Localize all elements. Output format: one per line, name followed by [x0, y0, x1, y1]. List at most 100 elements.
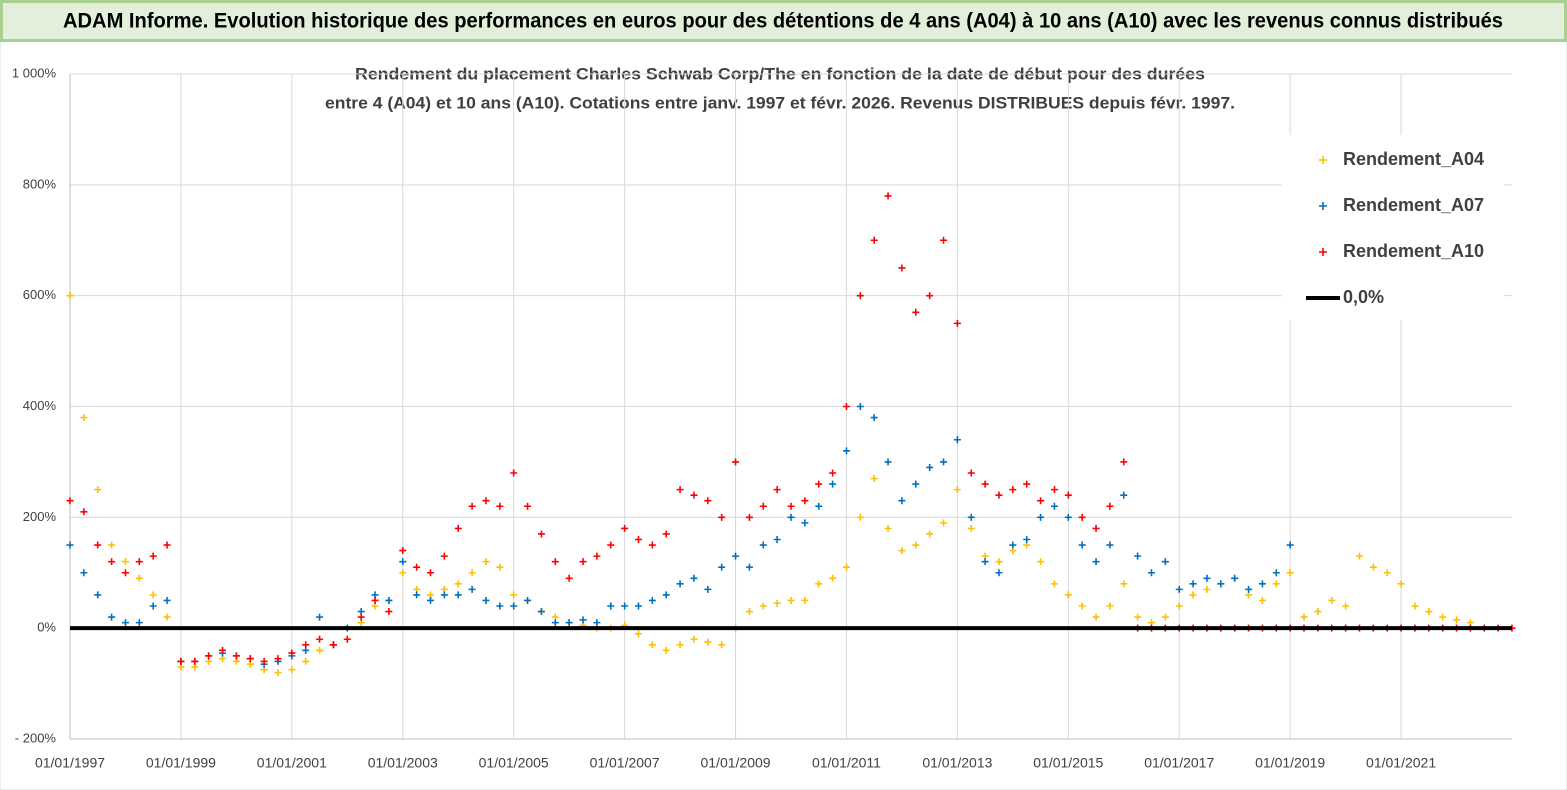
data-point	[329, 641, 337, 649]
data-point	[440, 591, 448, 599]
data-point	[1258, 580, 1266, 588]
data-point	[773, 536, 781, 543]
data-point	[676, 486, 684, 494]
data-point	[773, 599, 781, 607]
data-point	[205, 652, 213, 660]
subtitle-box	[320, 60, 1240, 120]
data-point	[94, 541, 102, 549]
data-point	[468, 585, 476, 593]
legend-label: 0,0%	[1343, 287, 1384, 307]
data-point	[1092, 524, 1100, 532]
legend-label: Rendement_A07	[1343, 195, 1484, 215]
data-point	[440, 552, 448, 560]
data-point	[482, 596, 490, 604]
data-point	[316, 646, 324, 654]
data-point	[676, 580, 684, 588]
data-point	[149, 602, 157, 610]
data-point	[1286, 569, 1294, 577]
data-point	[759, 541, 767, 549]
data-point	[177, 657, 185, 665]
data-point	[1453, 616, 1461, 624]
data-point	[551, 558, 559, 566]
data-point	[676, 641, 684, 649]
data-point	[856, 513, 864, 521]
data-point	[1189, 591, 1197, 599]
data-point	[648, 541, 656, 549]
data-point	[496, 502, 504, 510]
data-point	[1120, 580, 1128, 588]
data-point	[1078, 513, 1086, 521]
data-point	[815, 480, 823, 488]
data-point	[773, 486, 781, 494]
data-point	[634, 630, 642, 638]
data-point	[496, 563, 504, 571]
data-point	[1120, 491, 1128, 499]
y-tick-label: 600%	[23, 287, 57, 302]
data-point	[842, 403, 850, 410]
data-point	[288, 649, 296, 657]
data-point	[842, 563, 850, 571]
data-point	[1300, 613, 1308, 621]
data-point	[787, 502, 795, 510]
data-point	[1189, 580, 1197, 588]
data-point	[815, 502, 823, 510]
data-point	[302, 641, 310, 649]
data-point	[718, 641, 726, 649]
data-point	[856, 292, 864, 300]
data-point	[427, 596, 434, 604]
data-point	[745, 513, 753, 521]
data-point	[815, 580, 823, 588]
data-point	[1064, 513, 1072, 521]
data-point	[1009, 541, 1017, 549]
data-point	[940, 458, 948, 466]
data-point	[385, 596, 393, 604]
data-point	[94, 591, 102, 599]
data-point	[662, 530, 670, 538]
data-point	[524, 502, 532, 510]
data-point	[870, 236, 878, 244]
data-point	[454, 580, 462, 588]
data-point	[718, 563, 726, 571]
data-point	[80, 569, 88, 577]
data-point	[967, 513, 975, 521]
data-point	[995, 491, 1003, 499]
data-point	[732, 552, 740, 560]
data-point	[482, 497, 490, 505]
data-point	[870, 414, 878, 422]
data-point	[468, 502, 476, 510]
data-point	[981, 480, 989, 488]
data-point	[1272, 569, 1280, 577]
y-tick-label: 400%	[23, 398, 57, 413]
data-point	[537, 608, 545, 616]
data-point	[787, 596, 795, 604]
data-point	[496, 602, 504, 610]
data-point	[482, 558, 490, 566]
data-point	[648, 641, 656, 649]
data-point	[953, 319, 961, 327]
x-tick-label: 01/01/2021	[1366, 755, 1436, 771]
data-point	[912, 480, 920, 488]
data-point	[607, 602, 615, 610]
plot-area: - 200% 0% 200% 400% 600% 800% 1 000% 01/01/1997…	[12, 65, 1516, 771]
data-point	[1397, 580, 1405, 588]
data-point	[385, 608, 393, 616]
data-point	[1037, 513, 1045, 521]
legend-label: Rendement_A04	[1343, 149, 1484, 169]
data-point	[399, 569, 407, 577]
data-point	[690, 635, 698, 643]
data-point	[1439, 613, 1447, 621]
data-point	[163, 596, 171, 604]
data-point	[884, 192, 892, 200]
data-point	[66, 292, 74, 300]
data-point	[856, 403, 864, 410]
legend-swatch	[1319, 202, 1327, 210]
data-point	[316, 613, 324, 621]
data-point	[926, 292, 934, 300]
data-point	[1148, 569, 1155, 577]
data-point	[1064, 591, 1072, 599]
x-tick-label: 01/01/2003	[368, 755, 438, 771]
x-tick-label: 01/01/2019	[1255, 755, 1325, 771]
data-point	[1064, 491, 1072, 499]
data-point	[66, 541, 74, 549]
